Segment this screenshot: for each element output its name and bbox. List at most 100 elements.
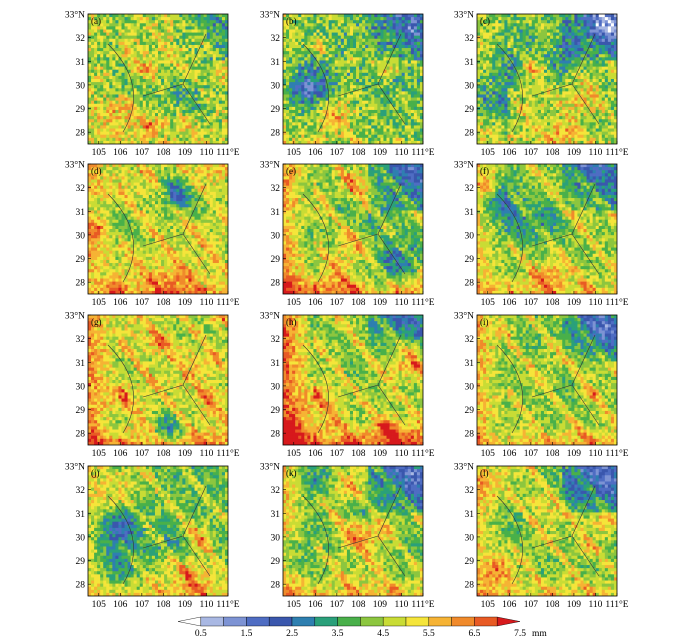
x-tick-label: 107	[135, 298, 150, 308]
precip-field	[477, 164, 617, 294]
x-tick-label: 111°E	[216, 297, 239, 308]
panel-frame	[282, 163, 424, 295]
x-tick-label: 107	[135, 148, 150, 158]
x-tick-label: 108	[156, 449, 171, 459]
y-tick-label: 33°N	[65, 10, 85, 21]
y-tick-label: 28	[271, 581, 281, 591]
y-tick-label: 32	[465, 486, 475, 496]
y-tick-label: 30	[271, 81, 281, 91]
y-tick-label: 28	[76, 129, 86, 139]
panel-k: (k) 33°N 32 31 30 29 28 105 106 107 108 109 110 111°E	[260, 462, 435, 611]
y-tick-label: 30	[465, 382, 475, 392]
y-tick-label: 30	[271, 382, 281, 392]
precip-field	[88, 14, 228, 144]
x-tick-label: 106	[308, 449, 323, 459]
panel-c: (c) 33°N 32 31 30 29 28 105 106 107 108 109 110 111°E	[454, 10, 629, 159]
y-tick-label: 32	[76, 486, 86, 496]
x-tick-label: 106	[502, 600, 517, 610]
x-tick-label: 109	[373, 449, 388, 459]
panel-frame	[87, 163, 229, 295]
x-tick-label: 109	[373, 298, 388, 308]
x-tick-label: 106	[502, 148, 517, 158]
y-tick-label: 31	[76, 510, 86, 520]
panel-a: (a) 33°N 32 31 30 29 28 105 106 107 108 109 110 111°E	[65, 10, 240, 159]
x-tick-label: 105	[481, 298, 496, 308]
precip-field	[477, 315, 617, 445]
colorbar-swatch	[360, 616, 384, 627]
panel-label: (b)	[286, 16, 297, 26]
colorbar-tick-label: 0.5	[195, 629, 207, 639]
x-tick-label: 111°E	[411, 448, 434, 459]
colorbar-swatch	[246, 616, 270, 627]
y-tick-label: 30	[76, 382, 86, 392]
x-tick-label: 107	[135, 449, 150, 459]
x-tick-label: 111°E	[216, 599, 239, 610]
panel-d: (d) 33°N 32 31 30 29 28 105 106 107 108 109 110 111°E	[65, 160, 240, 309]
panel-label: (e)	[286, 166, 296, 176]
panel-b: (b) 33°N 32 31 30 29 28 105 106 107 108 109 110 111°E	[260, 10, 435, 159]
x-tick-label: 109	[178, 600, 193, 610]
y-tick-label: 28	[465, 279, 475, 289]
y-tick-label: 33°N	[65, 462, 85, 473]
x-tick-label: 108	[545, 298, 560, 308]
x-tick-label: 105	[481, 449, 496, 459]
y-tick-label: 32	[271, 486, 281, 496]
y-tick-label: 28	[271, 430, 281, 440]
x-tick-label: 108	[351, 148, 366, 158]
y-tick-label: 30	[271, 533, 281, 543]
x-tick-label: 110	[589, 600, 603, 610]
x-tick-label: 107	[330, 148, 345, 158]
colorbar-tick-label: 1.5	[240, 629, 252, 639]
y-tick-label: 32	[76, 34, 86, 44]
x-tick-label: 109	[178, 449, 193, 459]
x-tick-label: 106	[113, 449, 128, 459]
y-tick-label: 29	[271, 105, 281, 115]
x-tick-label: 108	[156, 600, 171, 610]
y-tick-label: 32	[465, 335, 475, 345]
x-tick-label: 109	[373, 600, 388, 610]
colorbar-swatch	[383, 616, 407, 627]
x-tick-label: 108	[351, 298, 366, 308]
x-tick-label: 105	[92, 600, 107, 610]
y-tick-label: 29	[76, 255, 86, 265]
x-tick-label: 109	[567, 148, 582, 158]
y-tick-label: 30	[76, 231, 86, 241]
y-tick-label: 30	[76, 81, 86, 91]
precip-field	[283, 466, 423, 596]
x-tick-label: 109	[567, 449, 582, 459]
y-tick-label: 31	[465, 58, 475, 68]
y-tick-label: 30	[465, 533, 475, 543]
precip-field	[88, 466, 228, 596]
colorbar-tick-label: 4.5	[377, 629, 389, 639]
y-tick-label: 28	[465, 129, 475, 139]
colorbar-swatch	[497, 616, 521, 627]
panel-frame	[476, 163, 618, 295]
y-tick-label: 31	[271, 208, 281, 218]
y-tick-label: 28	[76, 279, 86, 289]
panel-frame	[87, 465, 229, 597]
y-tick-label: 33°N	[260, 160, 280, 171]
y-tick-label: 33°N	[65, 311, 85, 322]
x-tick-label: 107	[135, 600, 150, 610]
y-tick-label: 33°N	[260, 462, 280, 473]
y-tick-label: 28	[76, 430, 86, 440]
panel-label: (a)	[91, 16, 101, 26]
x-tick-label: 105	[287, 449, 302, 459]
panel-label: (l)	[480, 468, 489, 478]
y-tick-label: 31	[76, 58, 86, 68]
y-tick-label: 31	[465, 359, 475, 369]
panel-frame	[282, 314, 424, 446]
x-tick-label: 106	[308, 148, 323, 158]
y-tick-label: 31	[465, 510, 475, 520]
panel-frame	[476, 13, 618, 145]
panel-j: (j) 33°N 32 31 30 29 28 105 106 107 108 109 110 111°E	[65, 462, 240, 611]
x-tick-label: 106	[502, 449, 517, 459]
y-tick-label: 28	[465, 430, 475, 440]
precip-field	[477, 466, 617, 596]
y-tick-label: 29	[271, 557, 281, 567]
colorbar-swatch	[337, 616, 361, 627]
y-tick-label: 30	[465, 231, 475, 241]
y-tick-label: 32	[76, 184, 86, 194]
precip-field	[283, 14, 423, 144]
